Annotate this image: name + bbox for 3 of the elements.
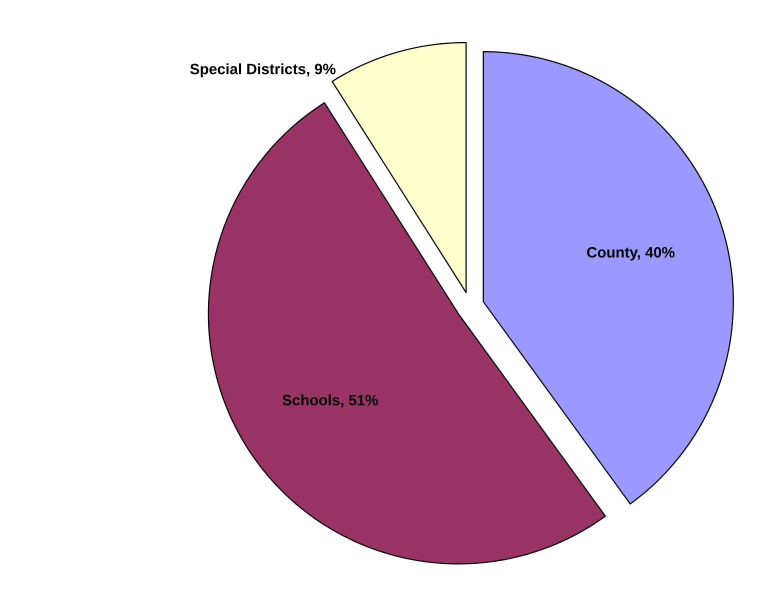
slice-label: Schools, 51% <box>282 394 378 408</box>
slice-label: Special Districts, 9% <box>190 63 336 78</box>
slice-label: County, 40% <box>587 247 675 261</box>
